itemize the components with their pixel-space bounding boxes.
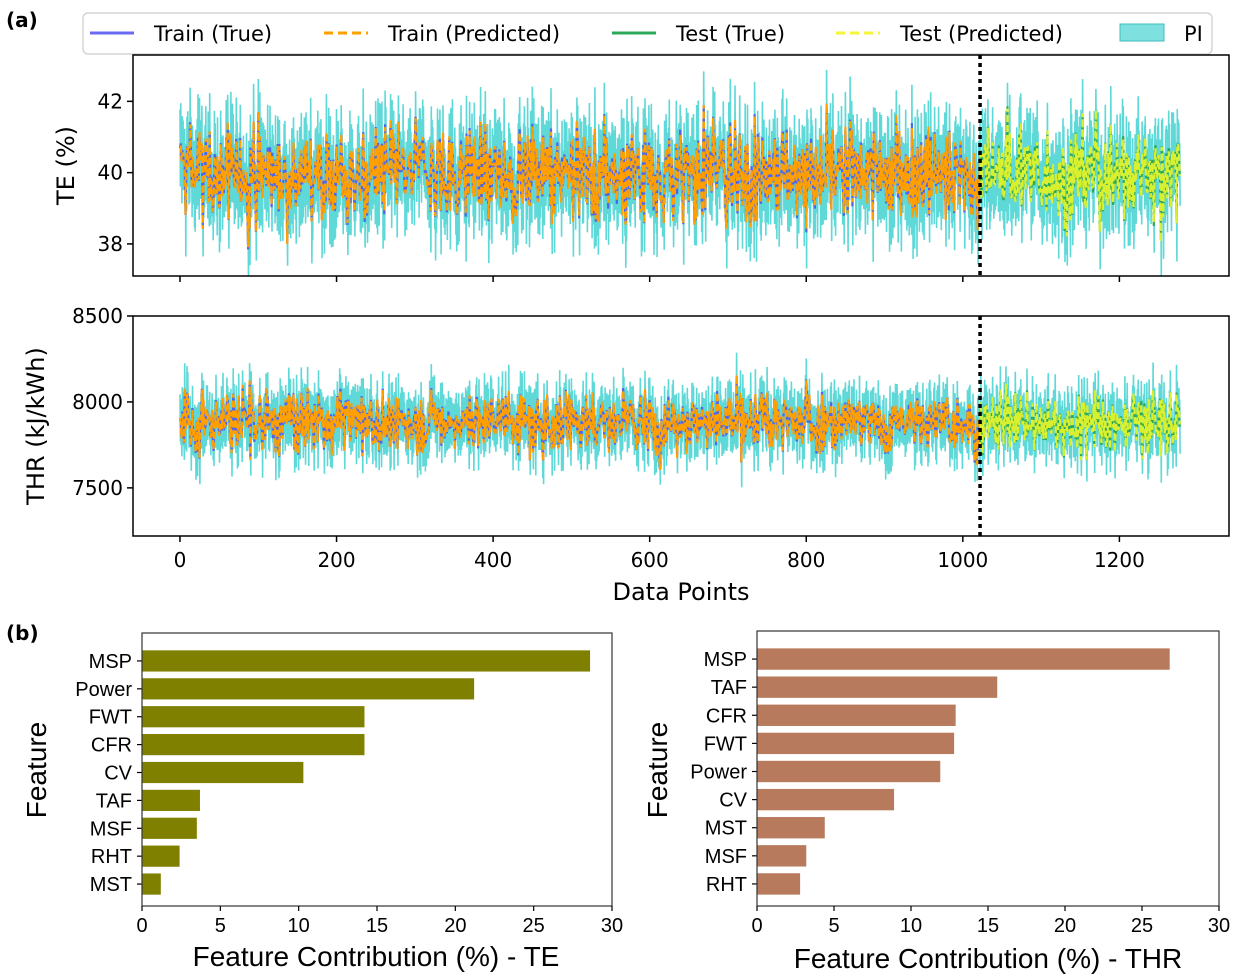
train-predicted-line: [178, 374, 981, 470]
te-plot-frame: [132, 54, 1230, 277]
thr-bar-xlabel: Feature Contribution (%) - THR: [794, 943, 1183, 974]
bar-rht: [757, 873, 801, 895]
te-subplot: 38 40 42 TE (%): [52, 54, 1230, 282]
bar-cfr: [142, 734, 365, 756]
legend-train-predicted-label: Train (Predicted): [387, 22, 560, 46]
bar-power: [142, 678, 475, 700]
bar-taf: [142, 789, 200, 811]
category-label-fwt: FWT: [704, 733, 747, 755]
thr-subplot: 7500 8000 8500 0 200 400 600 800 1000 1200 THR (k…: [22, 304, 1230, 572]
x-tick-label: 20: [444, 915, 466, 937]
category-label-power: Power: [690, 762, 747, 784]
bar-fwt: [142, 706, 365, 728]
category-label-msp: MSP: [704, 649, 747, 671]
category-label-rht: RHT: [706, 874, 747, 896]
ts-xlabel: Data Points: [612, 578, 749, 606]
category-label-taf: TAF: [711, 677, 747, 699]
bar-mst: [142, 873, 161, 895]
legend-pi-label: PI: [1184, 22, 1203, 46]
x-tick-label: 15: [977, 915, 999, 937]
category-label-cv: CV: [719, 790, 747, 812]
bar-power: [757, 760, 941, 783]
x-tick-label: 0: [751, 915, 762, 937]
legend-test-true-label: Test (True): [675, 22, 785, 46]
bar-mst: [757, 817, 825, 839]
test-predicted-line: [979, 108, 1181, 242]
legend-train-true-label: Train (True): [153, 22, 272, 46]
category-label-mst: MST: [90, 874, 132, 896]
x-tick-label: 1000: [937, 548, 988, 572]
plot-area: [178, 316, 1181, 536]
y-tick-label: 42: [98, 89, 123, 113]
bar-fwt: [757, 732, 955, 755]
thr-plot-frame: [132, 315, 1230, 537]
x-tick-label: 30: [601, 915, 623, 937]
category-label-fwt: FWT: [89, 707, 132, 729]
bar-cv: [757, 788, 895, 811]
x-tick-label: 25: [523, 915, 545, 937]
bar-cv: [142, 761, 304, 784]
bar-msp: [757, 648, 1170, 670]
category-label-power: Power: [75, 679, 132, 701]
test-predicted-line: [979, 383, 1181, 461]
x-tick-label: 5: [215, 915, 226, 937]
bar-cfr: [757, 704, 956, 726]
te-ylabel: TE (%): [52, 126, 80, 206]
category-label-msf: MSF: [90, 818, 132, 840]
y-tick-label: 40: [98, 161, 123, 185]
legend-test-predicted-label: Test (Predicted): [899, 22, 1063, 46]
train-predicted-line: [179, 103, 982, 248]
x-tick-label: 10: [288, 915, 310, 937]
category-label-mst: MST: [705, 818, 747, 840]
bar-taf: [757, 676, 998, 698]
te-bar-ylabel: Feature: [21, 722, 52, 819]
x-tick-label: 400: [474, 548, 512, 572]
x-tick-label: 30: [1208, 915, 1230, 937]
legend-pi-swatch: [1119, 23, 1165, 42]
bar-msf: [142, 817, 197, 839]
x-tick-label: 25: [1131, 915, 1153, 937]
x-tick-label: 0: [136, 915, 147, 937]
x-tick-label: 15: [366, 915, 388, 937]
x-tick-label: 200: [317, 548, 355, 572]
y-tick-label: 38: [98, 232, 123, 256]
category-label-msp: MSP: [89, 651, 132, 673]
category-label-taf: TAF: [96, 790, 132, 812]
category-label-cv: CV: [104, 763, 132, 785]
panel-label-b: (b): [6, 621, 39, 645]
bar-msp: [142, 650, 591, 672]
category-label-cfr: CFR: [706, 705, 747, 727]
thr-bar-ylabel: Feature: [642, 722, 673, 819]
category-label-msf: MSF: [705, 846, 747, 868]
x-tick-label: 10: [900, 915, 922, 937]
y-tick-label: 8000: [72, 390, 123, 414]
category-label-cfr: CFR: [91, 735, 132, 757]
bar-msf: [757, 845, 807, 867]
category-label-rht: RHT: [91, 846, 132, 868]
te-bar-xlabel: Feature Contribution (%) - TE: [193, 941, 560, 972]
legend: Train (True) Train (Predicted) Test (True)…: [82, 12, 1213, 55]
x-tick-label: 600: [631, 548, 669, 572]
y-tick-label: 7500: [72, 476, 123, 500]
y-tick-label: 8500: [72, 304, 123, 328]
panel-label-a: (a): [6, 8, 38, 32]
x-tick-label: 20: [1054, 915, 1076, 937]
bar-rht: [142, 845, 180, 867]
thr-ylabel: THR (kJ/kWh): [22, 347, 50, 506]
plot-area: [178, 55, 1181, 276]
x-tick-label: 1200: [1094, 548, 1145, 572]
x-tick-label: 0: [174, 548, 187, 572]
x-tick-label: 800: [787, 548, 825, 572]
x-tick-label: 5: [828, 915, 839, 937]
